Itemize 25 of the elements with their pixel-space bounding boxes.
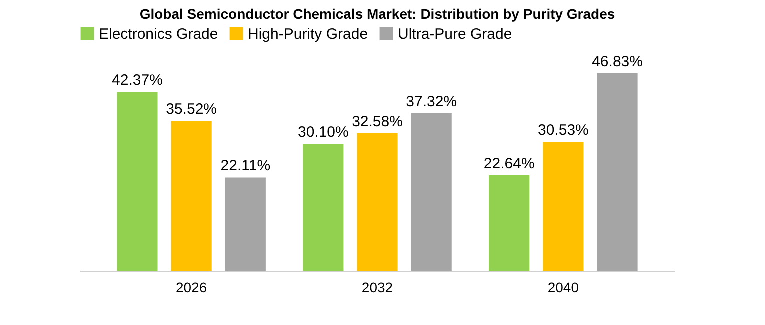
bar [411, 114, 452, 271]
data-label: 30.10% [298, 124, 349, 141]
bar [303, 144, 344, 271]
bar [117, 92, 158, 271]
data-label: 35.52% [166, 101, 217, 118]
bar [597, 73, 638, 271]
x-tick-label: 2040 [548, 280, 580, 296]
bar [225, 178, 266, 271]
x-tick-label: 2026 [176, 280, 208, 296]
chart-title: Global Semiconductor Chemicals Market: Distribution by Purity Grades [140, 6, 616, 22]
data-label: 22.11% [220, 158, 271, 175]
legend-label: Electronics Grade [99, 26, 218, 43]
legend-label: High-Purity Grade [248, 26, 368, 43]
legend-label: Ultra-Pure Grade [398, 26, 512, 43]
data-label: 22.64% [484, 155, 535, 172]
x-tick-label: 2032 [362, 280, 394, 296]
bar [489, 175, 530, 271]
data-label: 37.32% [406, 94, 458, 111]
data-label: 46.83% [592, 53, 643, 70]
bar [357, 134, 398, 271]
data-label: 30.53% [538, 122, 589, 140]
bar [543, 142, 584, 271]
data-label: 42.37% [112, 72, 163, 90]
bar [171, 121, 212, 271]
data-label: 32.58% [352, 114, 403, 131]
